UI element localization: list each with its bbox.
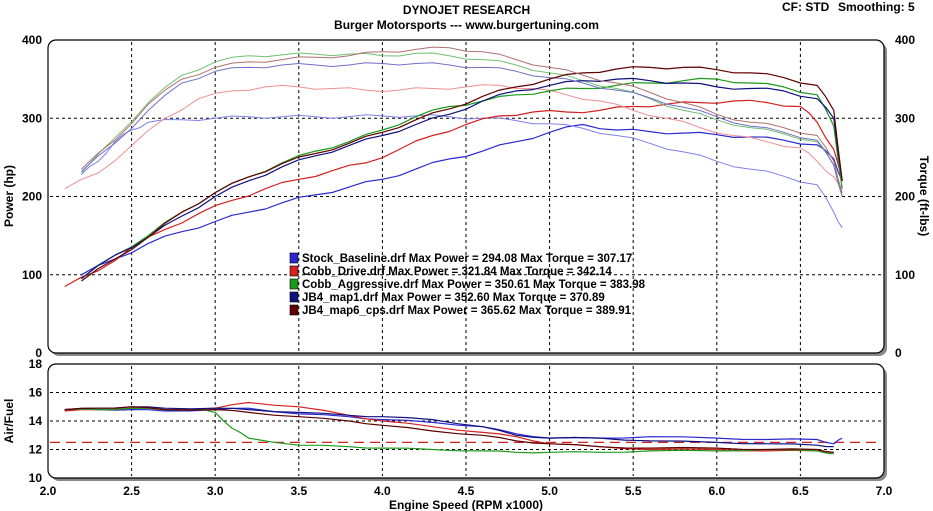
x-tick-label: 6.5 bbox=[792, 484, 809, 498]
power-torque-line bbox=[81, 77, 843, 280]
y-tick-label: 200 bbox=[22, 190, 42, 204]
afr-line bbox=[64, 407, 843, 445]
y2-tick-label: 300 bbox=[895, 111, 915, 125]
legend-entry: JB4_map6_cps.drf Max Power = 365.62 Max … bbox=[302, 305, 632, 317]
y-tick-label: 0 bbox=[35, 346, 42, 360]
legend-entry: Cobb_Drive.drf Max Power = 321.84 Max To… bbox=[302, 266, 612, 278]
legend-entry: JB4_map1.drf Max Power = 352.60 Max Torq… bbox=[302, 292, 605, 304]
chart-title: DYNOJET RESEARCH bbox=[402, 3, 531, 17]
x-tick-label: 5.0 bbox=[541, 484, 558, 498]
afr-tick-label: 18 bbox=[29, 357, 43, 371]
afr-tick-label: 10 bbox=[29, 471, 43, 485]
power-torque-line bbox=[81, 62, 843, 197]
x-tick-label: 4.0 bbox=[374, 484, 391, 498]
y2-tick-label: 200 bbox=[895, 190, 915, 204]
y-axis-label: Power (hp) bbox=[2, 165, 16, 227]
afr-tick-label: 16 bbox=[29, 386, 43, 400]
power-torque-line bbox=[81, 46, 843, 193]
afr-line bbox=[64, 406, 834, 453]
y2-axis-label: Torque (ft-lbs) bbox=[917, 156, 931, 236]
x-axis-label: Engine Speed (RPM x1000) bbox=[389, 498, 543, 511]
power-torque-line bbox=[81, 66, 843, 282]
power-torque-line bbox=[81, 52, 843, 197]
afr-axis-label: Air/Fuel bbox=[2, 399, 16, 444]
legend-swatch bbox=[289, 278, 299, 290]
legend-swatch bbox=[289, 291, 299, 303]
x-tick-label: 5.5 bbox=[625, 484, 642, 498]
cf-label: CF: STD bbox=[782, 0, 830, 14]
legend-entry: Cobb_Aggressive.drf Max Power = 350.61 M… bbox=[302, 279, 646, 291]
legend-entry: Stock_Baseline.drf Max Power = 294.08 Ma… bbox=[302, 253, 632, 265]
smoothing-label: Smoothing: 5 bbox=[838, 0, 915, 14]
legend-swatch bbox=[289, 265, 299, 277]
power-torque-line bbox=[64, 84, 843, 193]
y-tick-label: 300 bbox=[22, 111, 42, 125]
chart-subtitle: Burger Motorsports --- www.burgertuning.… bbox=[334, 18, 599, 32]
y-tick-label: 100 bbox=[22, 268, 42, 282]
legend-swatch bbox=[289, 252, 299, 264]
x-tick-label: 3.0 bbox=[207, 484, 224, 498]
y2-tick-label: 100 bbox=[895, 268, 915, 282]
x-tick-label: 6.0 bbox=[708, 484, 725, 498]
legend-swatch bbox=[289, 304, 299, 316]
x-tick-label: 3.5 bbox=[290, 484, 307, 498]
x-tick-label: 4.5 bbox=[458, 484, 475, 498]
y2-tick-label: 0 bbox=[895, 346, 902, 360]
afr-tick-label: 14 bbox=[29, 414, 43, 428]
y2-tick-label: 400 bbox=[895, 33, 915, 47]
x-tick-label: 2.5 bbox=[123, 484, 140, 498]
power-torque-line bbox=[64, 99, 843, 288]
afr-tick-label: 12 bbox=[29, 443, 43, 457]
afr-line bbox=[64, 406, 834, 448]
x-tick-label: 2.0 bbox=[40, 484, 57, 498]
x-tick-label: 7.0 bbox=[876, 484, 893, 498]
y-tick-label: 400 bbox=[22, 33, 42, 47]
power-torque-line bbox=[81, 114, 843, 229]
